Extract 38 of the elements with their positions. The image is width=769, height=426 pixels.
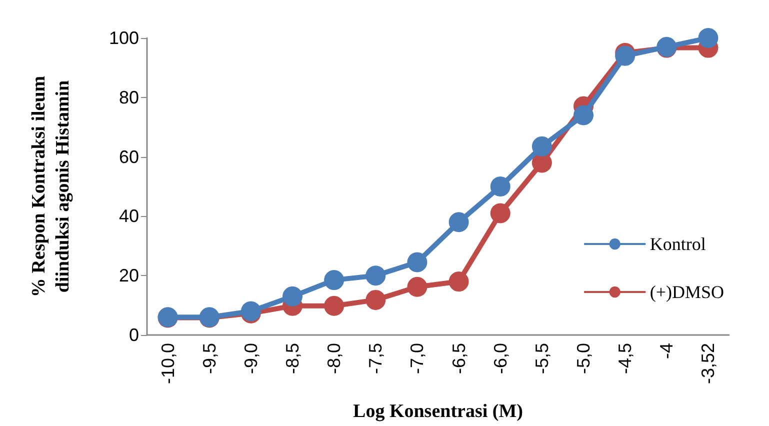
- x-tick-label: -9,5: [199, 343, 220, 374]
- point: [490, 176, 510, 196]
- y-axis-title: % Respon Kontraksi ileum diinduksi agonis Histamin: [28, 76, 74, 298]
- y-tick-label: 0: [128, 325, 139, 345]
- x-tick-label: -10,0: [158, 343, 178, 384]
- x-tick-label: -3,52: [698, 343, 718, 384]
- point: [532, 136, 552, 156]
- x-tick-label: -9,0: [240, 343, 261, 374]
- point: [324, 296, 344, 316]
- x-tick-label: -8,0: [324, 343, 344, 374]
- point: [282, 286, 302, 306]
- x-tick-label: -8,5: [282, 343, 302, 374]
- x-tick-label: -7,0: [407, 343, 428, 374]
- point: [407, 252, 428, 272]
- x-tick-label: -5,5: [532, 343, 552, 374]
- legend-label: Kontrol: [650, 234, 706, 254]
- point: [490, 203, 510, 224]
- y-tick-label: 40: [118, 206, 139, 226]
- point: [324, 270, 344, 290]
- point: [407, 276, 428, 297]
- point: [366, 290, 386, 310]
- x-tick-label: -6,5: [448, 343, 469, 374]
- x-tick-label: -4,5: [615, 343, 636, 374]
- y-tick-label: 20: [118, 266, 139, 286]
- y-tick-label: 80: [118, 87, 139, 108]
- legend-label: (+)DMSO: [650, 282, 724, 302]
- y-tick-label: 60: [118, 146, 139, 167]
- point: [698, 28, 718, 48]
- x-axis-title: Log Konsentrasi (M): [353, 401, 523, 422]
- x-tick-label: -5,0: [574, 343, 594, 374]
- x-tick-label: -7,5: [366, 343, 386, 374]
- point: [366, 266, 386, 286]
- point: [574, 105, 594, 126]
- point: [448, 212, 469, 232]
- y-tick-label: 100: [108, 28, 139, 48]
- point: [448, 272, 469, 292]
- x-tick-label: -6,0: [490, 343, 510, 374]
- x-tick-label: -4: [656, 343, 677, 360]
